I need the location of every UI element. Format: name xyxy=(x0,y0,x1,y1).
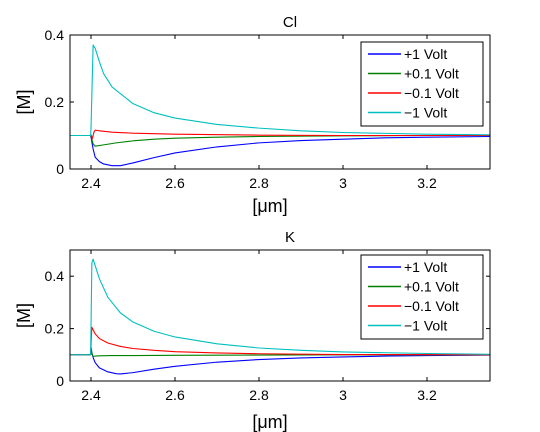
y-tick-label: 0.4 xyxy=(45,27,65,43)
series-line-0 xyxy=(70,134,490,167)
chart-panel-1: 2.4 2.6 2.8 3 3.2 0 0.2 0.4 K [μm] [M] +1 Volt +0.1 … xyxy=(14,229,491,432)
series-line-3 xyxy=(70,258,490,356)
series-line-3 xyxy=(70,44,490,137)
legend-label: +1 Volt xyxy=(404,259,447,275)
legend-label: −1 Volt xyxy=(404,105,447,121)
legend: +1 Volt +0.1 Volt −0.1 Volt −1 Volt xyxy=(360,254,484,340)
x-tick-label: 2.8 xyxy=(249,175,269,191)
x-tick-label: 2.4 xyxy=(81,387,101,403)
legend: +1 Volt +0.1 Volt −0.1 Volt −1 Volt xyxy=(360,41,484,127)
x-tick-label: 2.6 xyxy=(165,387,185,403)
y-tick-label: 0.2 xyxy=(45,321,65,337)
axes-box xyxy=(69,249,491,382)
legend-label: +1 Volt xyxy=(404,46,447,62)
x-tick-label: 3.2 xyxy=(417,175,437,191)
y-tick-label: 0.4 xyxy=(45,268,65,284)
legend-label: −0.1 Volt xyxy=(404,298,459,314)
legend-label: −1 Volt xyxy=(404,318,447,334)
chart-title: K xyxy=(285,229,295,246)
y-tick-label: 0.2 xyxy=(45,94,65,110)
y-tick-label: 0 xyxy=(56,161,64,177)
y-axis-label: [M] xyxy=(14,90,34,115)
chart-panel-0: 2.4 2.6 2.8 3 3.2 0 0.2 0.4 Cl [μm] [M] +1 Volt +0.1… xyxy=(14,14,491,216)
x-tick-label: 3 xyxy=(339,175,347,191)
legend-label: +0.1 Volt xyxy=(404,66,459,82)
x-tick-label: 2.6 xyxy=(165,175,185,191)
x-axis-label: [μm] xyxy=(252,196,287,216)
x-tick-label: 3 xyxy=(339,387,347,403)
legend-label: +0.1 Volt xyxy=(404,279,459,295)
x-axis-label: [μm] xyxy=(252,412,287,432)
chart-title: Cl xyxy=(283,14,297,31)
y-axis-label: [M] xyxy=(14,303,34,328)
y-tick-label: 0 xyxy=(56,373,64,389)
legend-label: −0.1 Volt xyxy=(404,85,459,101)
legend-box xyxy=(360,254,484,340)
x-tick-label: 3.2 xyxy=(417,387,437,403)
x-tick-label: 2.4 xyxy=(81,175,101,191)
x-tick-label: 2.8 xyxy=(249,387,269,403)
series-line-0 xyxy=(70,349,490,375)
